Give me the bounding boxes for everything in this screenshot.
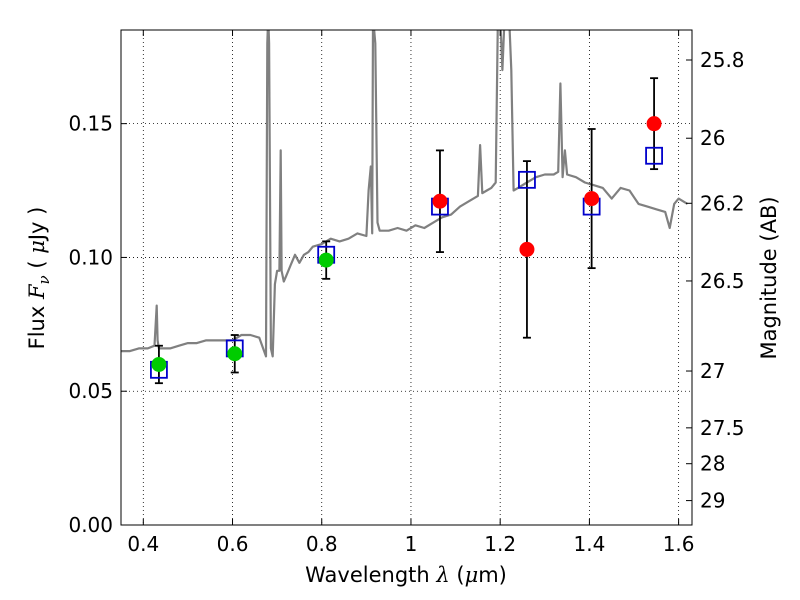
x-tick-label: 0.4	[127, 532, 159, 556]
marker-layer	[150, 77, 663, 385]
photometry-point	[227, 346, 243, 362]
y-right-tick-label: 26.5	[700, 269, 745, 293]
x-tick-label: 1	[405, 532, 418, 556]
photometry-point	[151, 356, 167, 372]
model-square-marker	[518, 170, 536, 189]
y-tick-label: 0.05	[68, 379, 113, 403]
plot-background	[121, 30, 692, 525]
y-axis-label: Flux Fν ( μJy )	[25, 207, 53, 350]
y-tick-label: 0.10	[68, 245, 113, 269]
y-right-tick-label: 26	[700, 126, 725, 150]
y-right-tick-label: 28	[700, 452, 725, 476]
y-right-axis-label: Magnitude (AB)	[757, 196, 781, 359]
x-tick-label: 1.2	[484, 532, 516, 556]
x-tick-label: 1.4	[573, 532, 605, 556]
x-tick-label: 1.6	[663, 532, 695, 556]
photometry-point	[519, 241, 535, 257]
model-square-marker	[645, 146, 663, 165]
spectrum-line	[121, 30, 689, 358]
y-right-tick-label: 27.5	[700, 416, 745, 440]
photometry-point	[432, 193, 448, 209]
y-tick-label: 0.00	[68, 513, 113, 537]
photometry-point	[584, 191, 600, 207]
photometry-point	[318, 252, 334, 268]
x-tick-label: 0.8	[306, 532, 338, 556]
grid	[121, 30, 692, 526]
y-right-tick-label: 25.8	[700, 48, 745, 72]
y-right-tick-label: 29	[700, 489, 725, 513]
series-layer	[121, 30, 689, 358]
y-tick-label: 0.15	[68, 112, 113, 136]
x-axis-label: Wavelength λ (μm)	[305, 563, 507, 587]
ticks: 0.4 0.6 0.8 1 1.2 1.4 1.6 0.00 0.05 0.10 0.15 25.8 2…	[68, 30, 745, 556]
y-right-tick-label: 27	[700, 359, 725, 383]
x-tick-label: 0.6	[217, 532, 249, 556]
photometry-point	[646, 116, 662, 132]
plot-frame	[120, 29, 693, 526]
y-right-tick-label: 26.2	[700, 191, 745, 215]
